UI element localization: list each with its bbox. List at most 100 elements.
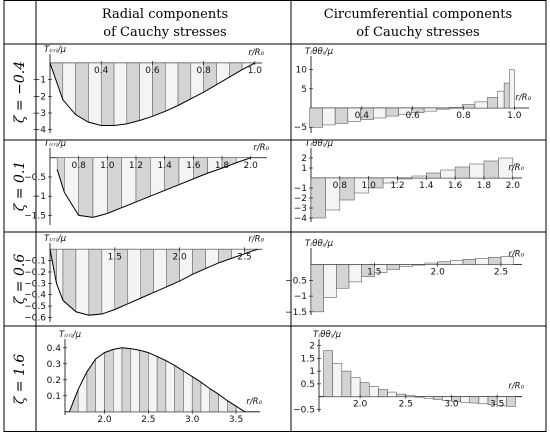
x-axis-label: r/R₀ [248, 48, 264, 58]
area-stripe [127, 249, 141, 305]
y-tick-label: −0.6 [24, 313, 46, 323]
plot-circ-z-0.4: 0.4 0.6 0.8 1.0 10 5 −5 T₍θθ₎/μ r/R₀ [294, 47, 532, 133]
x-axis-label: r/R₀ [248, 234, 264, 244]
bar [508, 69, 515, 109]
plots-group: 0.4 0.6 0.8 1.0−1−2−3−4T₍ᵣᵣ₎/μ r/R₀0.4 0.6 0.8… [24, 45, 531, 425]
bar [387, 391, 397, 397]
x-axis-label: r/R₀ [246, 397, 262, 407]
bar [426, 172, 441, 179]
x-tick-label: 2.0 [244, 161, 259, 171]
area-stripe [139, 349, 149, 413]
y-tick-label: −5 [294, 123, 307, 133]
bar [310, 177, 326, 219]
x-tick-label: 0.8 [333, 181, 348, 191]
bar [503, 82, 510, 109]
bar [397, 177, 413, 180]
area-stripe [75, 249, 90, 316]
plot-circ-z-0.6: 1.5 2.0 2.5 −0.5 −1 −1.5 T₍θθ₎/μ r/R₀ [285, 239, 524, 318]
y-tick-label: 0.2 [47, 376, 61, 386]
bar [462, 258, 476, 265]
bar [423, 396, 434, 399]
x-tick-label: 1.2 [390, 181, 404, 191]
bar [348, 264, 362, 283]
x-tick-label: 1.0 [507, 111, 522, 121]
plot-radial-z-0.6: 1.5 2.0 2.5 −0.1−0.2−0.3 −0.4−0.5−0.6 T₍ᵣᵣ₎/μ… [24, 234, 264, 323]
y-tick-label: −3 [33, 109, 46, 119]
y-tick-label: 0.4 [47, 344, 62, 354]
y-tick-label: −0.5 [285, 276, 307, 286]
x-tick-label: 2.0 [431, 268, 446, 278]
bar [373, 107, 387, 119]
y-axis-label: T₍ᵣᵣ₎/μ [59, 330, 82, 340]
y-tick-label: −3 [294, 204, 307, 214]
area-stripe [104, 349, 114, 413]
header-radial-line1: Radial components [102, 7, 228, 22]
x-tick-label: 1.4 [419, 181, 434, 191]
bar [382, 177, 398, 184]
x-tick-label: 1.6 [186, 161, 201, 171]
bar [399, 264, 413, 267]
area-stripe [86, 358, 96, 413]
area-stripe [229, 62, 243, 78]
area-stripe [153, 249, 167, 293]
y-tick-label: 5 [301, 85, 307, 95]
area-stripe [126, 62, 140, 125]
bar [488, 257, 502, 265]
x-tick-label: 2.5 [494, 268, 508, 278]
x-tick-label: 1.6 [448, 181, 463, 191]
bar [498, 157, 514, 179]
header-circ-line1: Circumferential components [324, 7, 512, 22]
bar [440, 169, 456, 179]
curve-line [49, 62, 256, 126]
y-tick-label: −0.4 [24, 291, 46, 301]
bar [483, 160, 499, 179]
area-stripe [75, 62, 89, 123]
bar [469, 396, 480, 404]
bar [461, 104, 476, 109]
bar [323, 264, 337, 298]
bar [500, 256, 514, 265]
y-tick-label: 0.1 [47, 392, 61, 402]
plot-circ-z-0.1: 0.8 1.0 1.2 1.4 1.6 1.8 2.0 21 −1−2−3−4 T₍θθ₎/μ r/… [294, 139, 525, 224]
x-tick-label: 1.8 [477, 181, 492, 191]
bar [396, 393, 407, 397]
bar [323, 350, 333, 397]
header-radial-line2: of Cauchy stresses [103, 25, 226, 40]
plot-radial-z-0.4: 0.4 0.6 0.8 1.0 −1 −2 −3 −4 T₍ᵣᵣ₎/μ r/R₀ [33, 45, 265, 136]
bar [474, 101, 488, 109]
x-tick-label: 0.6 [145, 66, 160, 76]
y-tick-label: −1.5 [24, 211, 46, 221]
y-tick-label: −1 [33, 76, 46, 86]
bar [469, 163, 485, 179]
row-label-zeta-0.1: ζ = 0.1 [12, 161, 28, 211]
bar [386, 264, 400, 270]
x-axis-label: r/R₀ [508, 163, 524, 173]
y-tick-label: −0.3 [24, 279, 46, 289]
y-axis-label: T₍ᵣᵣ₎/μ [44, 234, 67, 244]
y-tick-label: 1 [301, 164, 307, 174]
bar [497, 90, 505, 109]
bar [359, 382, 370, 397]
y-tick-label: −2 [294, 194, 307, 204]
plot-radial-z-0.1: 0.8 1.0 1.2 1.4 1.6 1.8 2.0 −0.5 −1 −1.5 T₍ᵣᵣ₎/μ r/… [24, 139, 270, 225]
y-tick-label: 10 [296, 66, 308, 76]
bar [475, 258, 489, 265]
bar [423, 107, 438, 112]
y-tick-label: 0.5 [301, 380, 315, 390]
x-tick-label: 1.0 [361, 181, 376, 191]
y-axis-label: T₍ᵣᵣ₎/μ [44, 139, 67, 149]
plot-circ-z-1.6: 2.0 2.5 3.0 3.5 2 1.5 1 0.5 −0.5 T₍θθ₎/μ r/R₀ [293, 330, 524, 415]
area-stripe [140, 249, 154, 299]
curve-line [56, 157, 251, 218]
area-stripe [200, 381, 210, 413]
area-stripe [177, 62, 192, 106]
area-stripe [113, 347, 123, 413]
header-circ-line2: of Cauchy stresses [356, 25, 479, 40]
area-stripe [95, 352, 105, 413]
area-stripe [192, 249, 206, 275]
x-tick-label: 0.4 [94, 66, 109, 76]
y-tick-label: −1.5 [285, 308, 307, 318]
bar [424, 262, 438, 265]
y-tick-label: 0.3 [47, 360, 61, 370]
y-tick-label: −0.5 [24, 302, 46, 312]
